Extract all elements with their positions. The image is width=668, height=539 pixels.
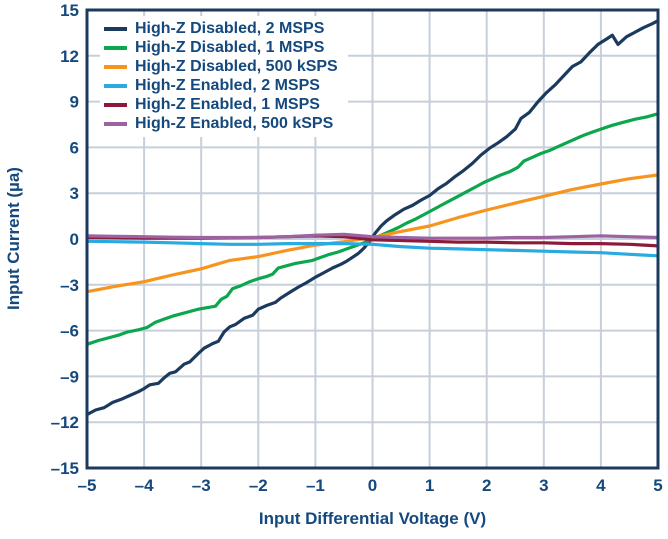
x-tick-label: –1 <box>306 476 325 495</box>
series-line-high-z-disabled-2-msps <box>85 19 660 417</box>
legend-label: High-Z Enabled, 1 MSPS <box>135 95 320 113</box>
legend-swatch-icon <box>104 121 127 126</box>
x-axis-title: Input Differential Voltage (V) <box>258 509 487 528</box>
legend-label: High-Z Disabled, 1 MSPS <box>135 38 325 56</box>
x-tick-label: 1 <box>425 476 434 495</box>
legend-swatch-icon <box>104 102 127 107</box>
legend-swatch-icon <box>104 45 127 50</box>
x-tick-label: –4 <box>135 476 154 495</box>
legend-label: High-Z Enabled, 500 kSPS <box>135 114 334 132</box>
legend: High-Z Disabled, 2 MSPS High-Z Disabled, … <box>100 16 348 137</box>
y-tick-label: 0 <box>70 230 79 249</box>
y-tick-label: –15 <box>51 459 79 478</box>
legend-item: High-Z Enabled, 2 MSPS <box>104 76 338 95</box>
legend-swatch-icon <box>104 83 127 88</box>
legend-swatch-icon <box>104 64 127 69</box>
legend-item: High-Z Disabled, 2 MSPS <box>104 19 338 38</box>
x-tick-label: 5 <box>653 476 662 495</box>
x-tick-label: –5 <box>78 476 97 495</box>
series-line-high-z-enabled-2-msps <box>85 239 660 258</box>
x-tick-label: –3 <box>192 476 211 495</box>
y-tick-label: 12 <box>60 47 79 66</box>
x-tick-label: 3 <box>539 476 548 495</box>
y-tick-label: –9 <box>60 367 79 386</box>
y-tick-label: –3 <box>60 276 79 295</box>
legend-label: High-Z Disabled, 500 kSPS <box>135 57 338 75</box>
x-tick-label: –2 <box>249 476 268 495</box>
y-tick-label: –12 <box>51 413 79 432</box>
plot-frame <box>85 8 660 470</box>
series-line-high-z-enabled-500-ksps <box>85 232 660 240</box>
y-tick-label: 15 <box>60 1 79 20</box>
x-tick-label: 2 <box>482 476 491 495</box>
legend-swatch-icon <box>104 26 127 31</box>
y-axis-title: Input Current (µa) <box>4 167 23 311</box>
y-tick-label: 6 <box>70 138 79 157</box>
y-tick-label: 9 <box>70 93 79 112</box>
legend-item: High-Z Disabled, 500 kSPS <box>104 57 338 76</box>
y-tick-label: 3 <box>70 184 79 203</box>
legend-item: High-Z Disabled, 1 MSPS <box>104 38 338 57</box>
y-tick-label: –6 <box>60 322 79 341</box>
legend-label: High-Z Disabled, 2 MSPS <box>135 19 325 37</box>
x-tick-label: 4 <box>596 476 606 495</box>
legend-label: High-Z Enabled, 2 MSPS <box>135 76 320 94</box>
x-tick-label: 0 <box>368 476 377 495</box>
legend-item: High-Z Enabled, 500 kSPS <box>104 114 338 133</box>
legend-item: High-Z Enabled, 1 MSPS <box>104 95 338 114</box>
